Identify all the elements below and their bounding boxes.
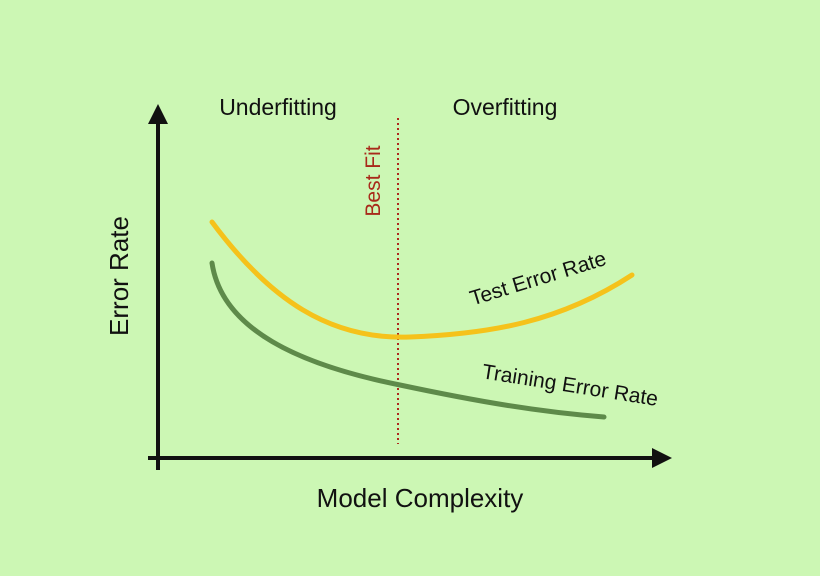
test-error-curve — [209, 219, 635, 340]
y-axis-label: Error Rate — [104, 216, 134, 336]
best-fit-label: Best Fit — [362, 145, 385, 216]
underfitting-label: Underfitting — [219, 94, 337, 120]
training-error-curve — [209, 260, 607, 420]
overfitting-label: Overfitting — [453, 94, 558, 120]
x-axis-label: Model Complexity — [317, 483, 524, 513]
